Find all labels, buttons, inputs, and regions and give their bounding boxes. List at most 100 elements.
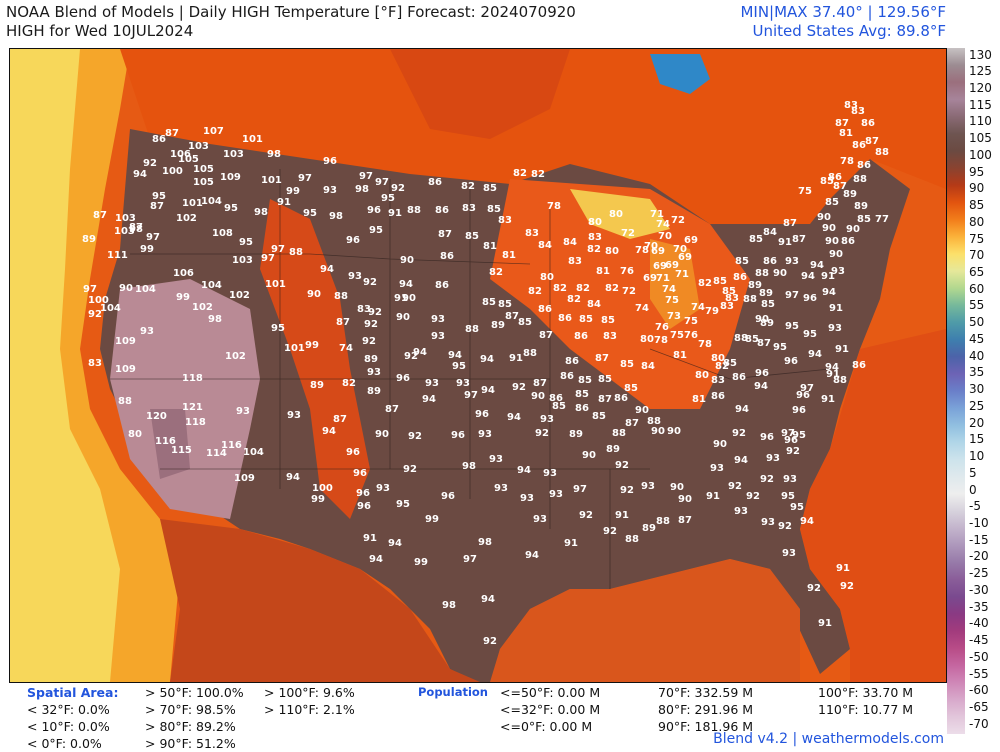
station-temperature: 104 (201, 196, 222, 207)
station-temperature: 87 (93, 210, 107, 221)
station-temperature: 89 (854, 201, 868, 212)
population-label-block: Population (418, 684, 488, 701)
station-temperature: 85 (735, 256, 749, 267)
station-temperature: 93 (494, 483, 508, 494)
station-temperature: 94 (800, 516, 814, 527)
station-temperature: 96 (346, 447, 360, 458)
station-temperature: 83 (498, 215, 512, 226)
station-temperature: 83 (844, 100, 858, 111)
color-scale-label: -45 (969, 633, 989, 648)
station-temperature: 76 (655, 322, 669, 333)
station-temperature: 72 (671, 215, 685, 226)
station-temperature: 84 (641, 361, 655, 372)
station-temperature: 96 (353, 468, 367, 479)
station-temperature: 99 (286, 186, 300, 197)
station-temperature: 94 (735, 404, 749, 415)
station-temperature: 83 (720, 301, 734, 312)
station-temperature: 104 (201, 280, 222, 291)
brand-credit[interactable]: Blend v4.2 | weathermodels.com (713, 731, 944, 747)
station-temperature: 88 (647, 416, 661, 427)
station-temperature: 97 (463, 554, 477, 565)
station-temperature: 87 (865, 136, 879, 147)
color-scale-label: 70 (969, 248, 985, 263)
station-temperature: 80 (605, 246, 619, 257)
station-temperature: 93 (520, 493, 534, 504)
station-temperature: 95 (452, 361, 466, 372)
station-temperature: 96 (796, 390, 810, 401)
station-temperature: 86 (538, 304, 552, 315)
station-temperature: 99 (140, 244, 154, 255)
station-temperature: 92 (483, 636, 497, 647)
map-title: NOAA Blend of Models | Daily HIGH Temper… (6, 3, 576, 21)
station-temperature: 107 (203, 126, 224, 137)
station-temperature: 87 (678, 515, 692, 526)
above-stat: > 70°F: 98.5% (145, 702, 236, 717)
station-temperature: 95 (224, 203, 238, 214)
station-temperature: 81 (502, 250, 516, 261)
station-temperature: 118 (182, 373, 203, 384)
station-temperature: 93 (766, 453, 780, 464)
station-temperature: 108 (212, 228, 233, 239)
station-temperature: 94 (822, 287, 836, 298)
color-scale-label: 0 (969, 482, 977, 497)
station-temperature: 85 (713, 276, 727, 287)
station-temperature: 89 (606, 444, 620, 455)
station-temperature: 85 (820, 176, 834, 187)
rockies-cooler-band (260, 199, 370, 519)
station-temperature: 78 (547, 201, 561, 212)
station-temperature: 101 (261, 175, 282, 186)
station-temperature: 92 (786, 446, 800, 457)
color-scale-label: 60 (969, 281, 985, 296)
station-temperature: 109 (220, 172, 241, 183)
station-temperature: 121 (182, 402, 203, 413)
station-temperature: 77 (875, 214, 889, 225)
color-scale-label: 80 (969, 214, 985, 229)
station-temperature: 98 (478, 537, 492, 548)
station-temperature: 102 (192, 302, 213, 313)
color-scale-label: 40 (969, 348, 985, 363)
station-temperature: 81 (839, 128, 853, 139)
station-temperature: 93 (828, 323, 842, 334)
station-temperature: 98 (208, 314, 222, 325)
station-temperature: 96 (357, 501, 371, 512)
station-temperature: 95 (781, 491, 795, 502)
station-temperature: 95 (152, 191, 166, 202)
station-temperature: 69 (643, 273, 657, 284)
station-temperature: 83 (603, 331, 617, 342)
population-stat: 100°F: 33.70 M (818, 685, 914, 700)
station-temperature: 91 (818, 618, 832, 629)
station-temperature: 86 (732, 372, 746, 383)
station-temperature: 74 (656, 219, 670, 230)
station-temperature: 99 (311, 494, 325, 505)
station-temperature: 83 (525, 228, 539, 239)
station-temperature: 69 (651, 246, 665, 257)
station-temperature: 94 (481, 385, 495, 396)
station-temperature: 120 (146, 411, 167, 422)
station-temperature: 92 (368, 307, 382, 318)
station-temperature: 72 (621, 228, 635, 239)
lake-superior (570, 189, 670, 239)
station-temperature: 84 (587, 299, 601, 310)
station-temperature: 82 (567, 294, 581, 305)
station-temperature: 86 (549, 393, 563, 404)
station-temperature: 88 (465, 324, 479, 335)
station-temperature: 87 (792, 234, 806, 245)
above-threshold-block-2: > 100°F: 9.6% > 110°F: 2.1% (264, 684, 355, 718)
station-temperature: 96 (346, 235, 360, 246)
station-temperature: 93 (783, 474, 797, 485)
great-basin-extreme (110, 279, 260, 519)
station-temperature: 90 (402, 293, 416, 304)
station-temperature: 94 (286, 472, 300, 483)
station-temperature: 97 (359, 171, 373, 182)
hudson-lake (650, 54, 710, 94)
station-temperature: 89 (364, 354, 378, 365)
population-stat: 80°F: 291.96 M (658, 702, 754, 717)
station-temperature: 93 (540, 414, 554, 425)
station-temperature: 88 (734, 333, 748, 344)
station-temperature: 94 (399, 279, 413, 290)
station-temperature: 84 (763, 227, 777, 238)
station-temperature: 83 (725, 293, 739, 304)
station-temperature: 86 (440, 251, 454, 262)
station-temperature: 86 (558, 313, 572, 324)
station-temperature: 94 (734, 455, 748, 466)
